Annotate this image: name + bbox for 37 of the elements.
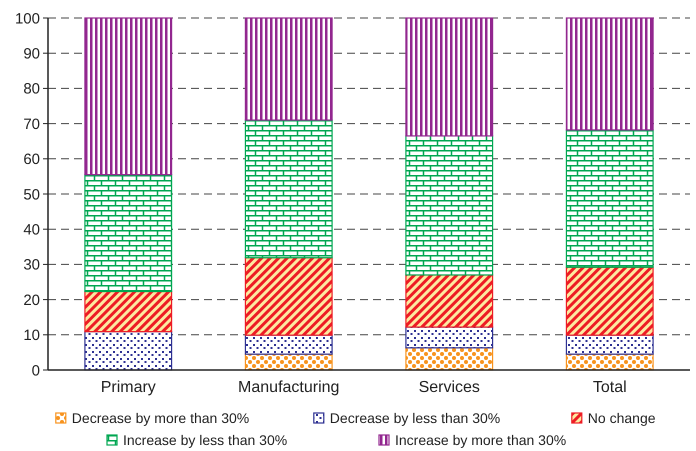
y-tick-label: 20 bbox=[23, 292, 40, 309]
legend-label: Decrease by less than 30% bbox=[330, 410, 500, 426]
y-tick-label: 90 bbox=[23, 45, 40, 62]
bar bbox=[84, 290, 172, 332]
legend-label: Increase by more than 30% bbox=[395, 432, 566, 448]
bar bbox=[244, 334, 333, 355]
bar bbox=[405, 135, 494, 276]
y-tick-label: 10 bbox=[23, 327, 40, 344]
bar bbox=[405, 326, 494, 348]
bar bbox=[566, 266, 654, 336]
y-tick-label: 60 bbox=[23, 151, 40, 168]
bar bbox=[84, 331, 172, 371]
bar bbox=[244, 119, 333, 258]
bar bbox=[84, 17, 172, 176]
bar bbox=[405, 274, 494, 328]
bar bbox=[405, 347, 494, 371]
x-tick-label: Manufacturing bbox=[238, 379, 340, 396]
x-tick-label: Total bbox=[592, 379, 627, 396]
y-tick-label: 30 bbox=[23, 256, 40, 274]
x-tick-label: Primary bbox=[100, 379, 156, 396]
y-tick-label: 0 bbox=[32, 362, 40, 380]
legend-label: Increase by less than 30% bbox=[123, 432, 288, 448]
bar bbox=[566, 17, 654, 131]
y-tick-label: 80 bbox=[23, 80, 40, 98]
legend-label: No change bbox=[588, 410, 656, 426]
bar bbox=[244, 17, 333, 121]
y-tick-label: 70 bbox=[23, 116, 40, 133]
y-tick-label: 50 bbox=[23, 186, 40, 204]
bar bbox=[84, 174, 172, 292]
bar bbox=[566, 334, 654, 355]
legend-label: Decrease by more than 30% bbox=[72, 410, 250, 426]
y-tick-label: 40 bbox=[23, 221, 40, 238]
bar bbox=[405, 17, 494, 137]
y-tick-label: 100 bbox=[14, 10, 40, 28]
bar bbox=[566, 129, 654, 268]
bar bbox=[244, 257, 333, 336]
x-tick-label: Services bbox=[418, 379, 480, 396]
